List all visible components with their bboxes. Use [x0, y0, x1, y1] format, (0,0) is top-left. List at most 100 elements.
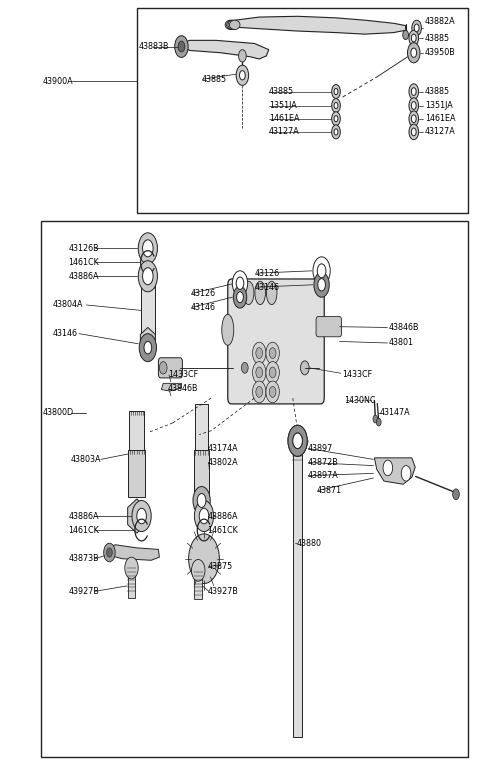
Circle shape — [193, 487, 210, 514]
Circle shape — [159, 362, 167, 374]
Ellipse shape — [227, 20, 237, 29]
Circle shape — [178, 41, 185, 52]
Text: 43126: 43126 — [191, 289, 216, 298]
Bar — [141, 283, 155, 341]
Circle shape — [383, 460, 393, 476]
Text: 43883B: 43883B — [138, 42, 169, 51]
Bar — [137, 8, 468, 213]
Circle shape — [332, 99, 340, 113]
Circle shape — [293, 433, 302, 449]
Circle shape — [232, 271, 248, 296]
Circle shape — [411, 88, 416, 95]
Circle shape — [317, 264, 326, 278]
Text: 43950B: 43950B — [425, 48, 456, 57]
Text: 43875: 43875 — [207, 562, 233, 571]
Circle shape — [411, 128, 416, 136]
Circle shape — [199, 508, 209, 524]
Polygon shape — [226, 16, 406, 34]
Text: 43127A: 43127A — [269, 127, 300, 137]
Circle shape — [269, 386, 276, 397]
Bar — [128, 450, 145, 497]
Circle shape — [334, 116, 338, 122]
Text: 43146: 43146 — [53, 329, 78, 338]
Circle shape — [241, 362, 248, 373]
Text: 1433CF: 1433CF — [342, 370, 372, 379]
Polygon shape — [140, 327, 156, 355]
Circle shape — [143, 240, 153, 257]
Ellipse shape — [225, 20, 236, 29]
Text: 43800D: 43800D — [42, 408, 73, 417]
Bar — [195, 404, 208, 454]
Bar — [41, 221, 468, 757]
Circle shape — [288, 425, 307, 456]
Text: 43900A: 43900A — [42, 77, 73, 86]
Circle shape — [138, 233, 157, 264]
Circle shape — [240, 71, 245, 80]
Circle shape — [453, 489, 459, 500]
Bar — [129, 411, 144, 454]
Circle shape — [266, 362, 279, 383]
Circle shape — [414, 24, 419, 32]
Ellipse shape — [266, 281, 277, 304]
Circle shape — [252, 362, 266, 383]
Circle shape — [143, 268, 153, 285]
Ellipse shape — [222, 314, 234, 345]
Text: 43846B: 43846B — [389, 323, 420, 332]
Text: 43880: 43880 — [297, 539, 322, 548]
Circle shape — [197, 494, 206, 508]
Circle shape — [144, 341, 152, 354]
Text: 43147A: 43147A — [379, 408, 410, 417]
Text: 1461EA: 1461EA — [269, 114, 300, 123]
Circle shape — [266, 381, 279, 403]
Ellipse shape — [228, 20, 239, 29]
Text: 43174A: 43174A — [207, 444, 238, 453]
Polygon shape — [161, 383, 181, 391]
Circle shape — [409, 124, 419, 140]
Circle shape — [412, 20, 421, 36]
Circle shape — [256, 367, 263, 378]
Circle shape — [403, 30, 408, 40]
Circle shape — [332, 112, 340, 126]
Text: 1461CK: 1461CK — [207, 525, 238, 535]
Circle shape — [236, 65, 249, 85]
Text: 43126B: 43126B — [68, 244, 99, 253]
Circle shape — [411, 115, 416, 123]
Text: 43885: 43885 — [425, 87, 450, 96]
Text: 43872B: 43872B — [307, 458, 338, 467]
Circle shape — [236, 277, 244, 289]
Circle shape — [408, 43, 420, 63]
Circle shape — [104, 543, 115, 562]
Polygon shape — [107, 545, 159, 560]
Text: 43802A: 43802A — [207, 458, 238, 467]
Text: 43803A: 43803A — [71, 455, 102, 464]
Circle shape — [376, 418, 381, 426]
Circle shape — [409, 111, 419, 126]
Circle shape — [332, 85, 340, 99]
Circle shape — [300, 361, 309, 375]
Circle shape — [233, 286, 247, 308]
Polygon shape — [128, 499, 146, 533]
Circle shape — [269, 348, 276, 359]
Circle shape — [334, 102, 338, 109]
Bar — [293, 431, 302, 737]
Text: 1461CK: 1461CK — [68, 525, 99, 535]
Circle shape — [334, 88, 338, 95]
Circle shape — [314, 272, 329, 297]
Circle shape — [288, 425, 307, 456]
Text: 43846B: 43846B — [168, 384, 199, 393]
Text: 43886A: 43886A — [68, 272, 99, 281]
Circle shape — [137, 508, 146, 524]
Text: 1430NC: 1430NC — [345, 396, 376, 405]
Circle shape — [411, 48, 417, 57]
Circle shape — [139, 334, 156, 362]
Text: 1461CK: 1461CK — [68, 258, 99, 267]
Circle shape — [125, 557, 138, 579]
Circle shape — [373, 415, 378, 423]
Text: 43897: 43897 — [307, 444, 333, 453]
Circle shape — [237, 292, 243, 303]
Ellipse shape — [255, 281, 265, 304]
Text: 43927B: 43927B — [207, 587, 238, 596]
Circle shape — [194, 501, 214, 532]
Circle shape — [107, 548, 112, 557]
Text: 1351JA: 1351JA — [269, 101, 297, 110]
